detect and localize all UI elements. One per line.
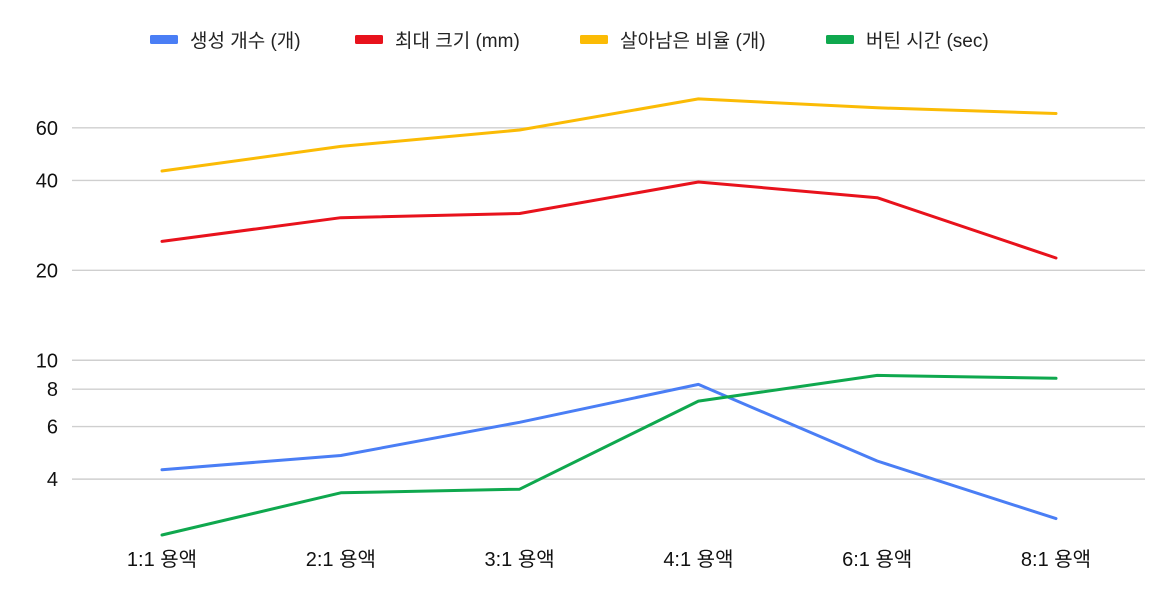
x-tick-label: 1:1 용액	[127, 548, 197, 571]
y-axis-ticks: 4 6 8 10 20 40 60	[36, 118, 58, 491]
series-lines	[160, 97, 1058, 537]
x-tick-label: 3:1 용액	[485, 548, 555, 571]
y-tick-label: 40	[36, 170, 58, 192]
legend-label: 최대 크기 (mm)	[395, 30, 520, 52]
series-line	[160, 373, 1058, 537]
legend-item: 버틴 시간 (sec)	[826, 30, 989, 52]
legend-swatch	[355, 35, 383, 44]
legend-swatch	[826, 35, 854, 44]
y-tick-label: 6	[47, 417, 58, 439]
x-tick-label: 6:1 용액	[842, 548, 912, 571]
legend: 생성 개수 (개) 최대 크기 (mm) 살아남은 비율 (개) 버틴 시간 (sec…	[150, 30, 989, 52]
legend-label: 생성 개수 (개)	[190, 30, 301, 52]
x-tick-label: 8:1 용액	[1021, 548, 1091, 571]
legend-swatch	[150, 35, 178, 44]
series-1	[160, 382, 1058, 521]
y-tick-label: 20	[36, 260, 58, 282]
legend-item: 살아남은 비율 (개)	[580, 30, 766, 52]
y-tick-label: 10	[36, 350, 58, 372]
series-4	[160, 373, 1058, 537]
legend-item: 생성 개수 (개)	[150, 30, 301, 52]
legend-swatch	[580, 35, 608, 44]
x-axis-ticks: 1:1 용액 2:1 용액 3:1 용액 4:1 용액 6:1 용액 8:1 용액	[127, 548, 1091, 571]
legend-label: 버틴 시간 (sec)	[866, 30, 989, 52]
series-line	[160, 382, 1058, 521]
y-tick-label: 4	[47, 469, 58, 491]
series-line	[160, 97, 1058, 173]
x-tick-label: 4:1 용액	[663, 548, 733, 571]
legend-label: 살아남은 비율 (개)	[620, 30, 766, 52]
series-line	[160, 180, 1058, 260]
series-2	[160, 180, 1058, 260]
series-3	[160, 97, 1058, 173]
gridlines	[72, 127, 1145, 480]
legend-item: 최대 크기 (mm)	[355, 30, 520, 52]
y-tick-label: 60	[36, 118, 58, 140]
x-tick-label: 2:1 용액	[306, 548, 376, 571]
y-tick-label: 8	[47, 379, 58, 401]
